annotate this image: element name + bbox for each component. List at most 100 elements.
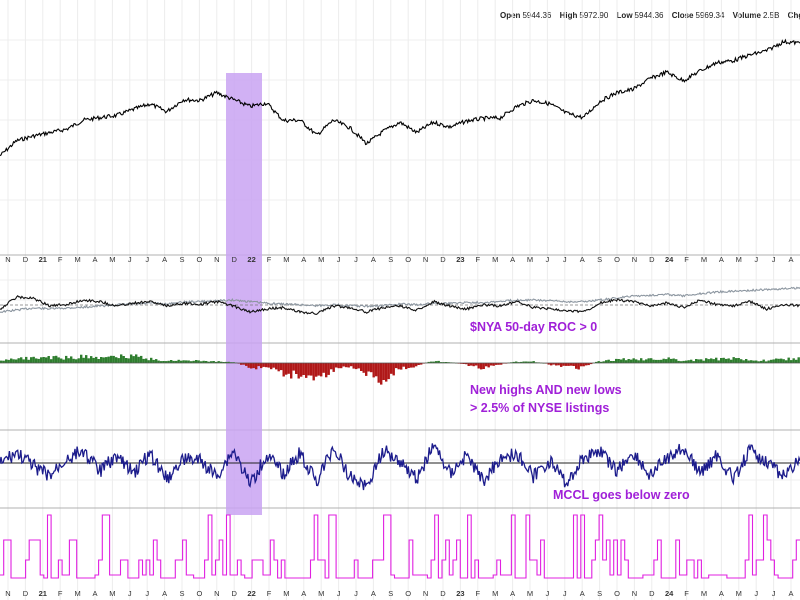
roc-series-black xyxy=(0,295,800,315)
nhnl-bar xyxy=(620,359,623,363)
x-tick-label: O xyxy=(405,255,411,264)
nhnl-bar xyxy=(400,363,403,370)
nhnl-bar xyxy=(627,359,630,363)
nhnl-bar xyxy=(380,363,383,385)
x-tick-label: N xyxy=(423,589,428,598)
nhnl-bar xyxy=(737,358,740,363)
nhnl-bar xyxy=(152,359,155,363)
nhnl-bar xyxy=(300,363,303,377)
nhnl-bar xyxy=(22,359,25,363)
x-tick-label: N xyxy=(214,255,219,264)
nhnl-bar xyxy=(482,363,485,369)
nhnl-bar xyxy=(797,357,800,363)
nhnl-bar xyxy=(490,363,493,366)
nhnl-bar xyxy=(225,361,228,363)
nhnl-bar xyxy=(565,363,568,366)
nhnl-bar xyxy=(297,363,300,379)
nhnl-bar xyxy=(335,363,338,368)
nhnl-bar xyxy=(342,363,345,367)
x-tick-label: J xyxy=(145,589,149,598)
x-tick-label: J xyxy=(563,255,567,264)
nhnl-bar xyxy=(210,361,213,363)
nhnl-bar xyxy=(132,356,135,363)
nhnl-bar xyxy=(522,361,525,363)
x-tick-label: S xyxy=(388,589,393,598)
nhnl-bar xyxy=(125,358,128,363)
nhnl-bar xyxy=(187,360,190,363)
nhnl-bar xyxy=(492,363,495,366)
x-tick-label: N xyxy=(5,255,10,264)
nhnl-bar xyxy=(577,363,580,370)
nhnl-bar xyxy=(747,360,750,363)
nhnl-bar xyxy=(160,361,163,363)
nhnl-bar xyxy=(80,354,83,363)
nhnl-bar xyxy=(630,359,633,363)
open-value: 5944.36 xyxy=(522,11,552,20)
nhnl-bar xyxy=(572,363,575,366)
nhnl-bar xyxy=(302,363,305,375)
nhnl-bar xyxy=(657,359,660,363)
nhnl-bar xyxy=(750,360,753,363)
x-tick-label: J xyxy=(772,589,776,598)
nhnl-bar xyxy=(7,359,10,363)
nhnl-bar xyxy=(440,362,443,363)
nhnl-bar xyxy=(600,361,603,363)
nhnl-bar xyxy=(587,363,590,366)
nhnl-bar xyxy=(615,358,618,363)
nhnl-bar xyxy=(647,358,650,363)
nhnl-bar xyxy=(445,362,448,363)
x-tick-label: F xyxy=(267,255,272,264)
nhnl-bar xyxy=(387,363,390,380)
nhnl-bar xyxy=(240,363,243,365)
x-tick-label: F xyxy=(476,589,481,598)
nhnl-bar xyxy=(395,363,398,369)
volume-value: 2.5B xyxy=(762,11,780,20)
nhnl-bar xyxy=(100,357,103,363)
nhnl-bar xyxy=(755,360,758,363)
nhnl-bar xyxy=(675,359,678,363)
nhnl-bar xyxy=(307,363,310,376)
x-tick-label: J xyxy=(128,255,132,264)
nhnl-bar xyxy=(650,358,653,363)
nhnl-bar xyxy=(687,360,690,363)
volume-label: Volume xyxy=(732,11,761,20)
nhnl-bar xyxy=(105,357,108,363)
nhnl-bar xyxy=(712,359,715,363)
x-tick-label: F xyxy=(476,255,481,264)
x-tick-label: J xyxy=(546,589,550,598)
nhnl-bar xyxy=(177,359,180,363)
nhnl-bar xyxy=(635,359,638,363)
nhnl-bar xyxy=(90,356,93,363)
nhnl-bar xyxy=(582,363,585,367)
nhnl-bar xyxy=(217,361,220,363)
nhnl-bar xyxy=(710,358,713,363)
x-tick-label: A xyxy=(510,589,515,598)
nhnl-bar xyxy=(430,361,433,363)
x-tick-label: O xyxy=(405,589,411,598)
nhnl-bar xyxy=(442,362,445,363)
nhnl-bar xyxy=(55,355,58,363)
nhnl-bar xyxy=(420,363,423,365)
nhnl-bar xyxy=(575,363,578,369)
nhnl-bar xyxy=(320,363,323,377)
nhnl-bar xyxy=(707,359,710,363)
nhnl-bar xyxy=(42,357,45,363)
nhnl-bar xyxy=(500,363,503,365)
nhnl-bar xyxy=(277,363,280,372)
nhnl-bar xyxy=(475,363,478,366)
x-tick-label: A xyxy=(162,589,167,598)
nhnl-bar xyxy=(357,363,360,369)
nhnl-bar xyxy=(705,358,708,363)
nhnl-bar xyxy=(640,358,643,363)
nhnl-bar xyxy=(155,359,158,363)
x-tick-label: A xyxy=(580,255,585,264)
nhnl-bar xyxy=(777,358,780,363)
x-tick-label: J xyxy=(354,255,358,264)
nhnl-bar xyxy=(642,360,645,363)
x-tick-label: J xyxy=(354,589,358,598)
x-tick-label: M xyxy=(283,255,289,264)
nhnl-bar xyxy=(780,358,783,363)
nhnl-bar xyxy=(660,359,663,363)
nhnl-bar xyxy=(75,359,78,363)
